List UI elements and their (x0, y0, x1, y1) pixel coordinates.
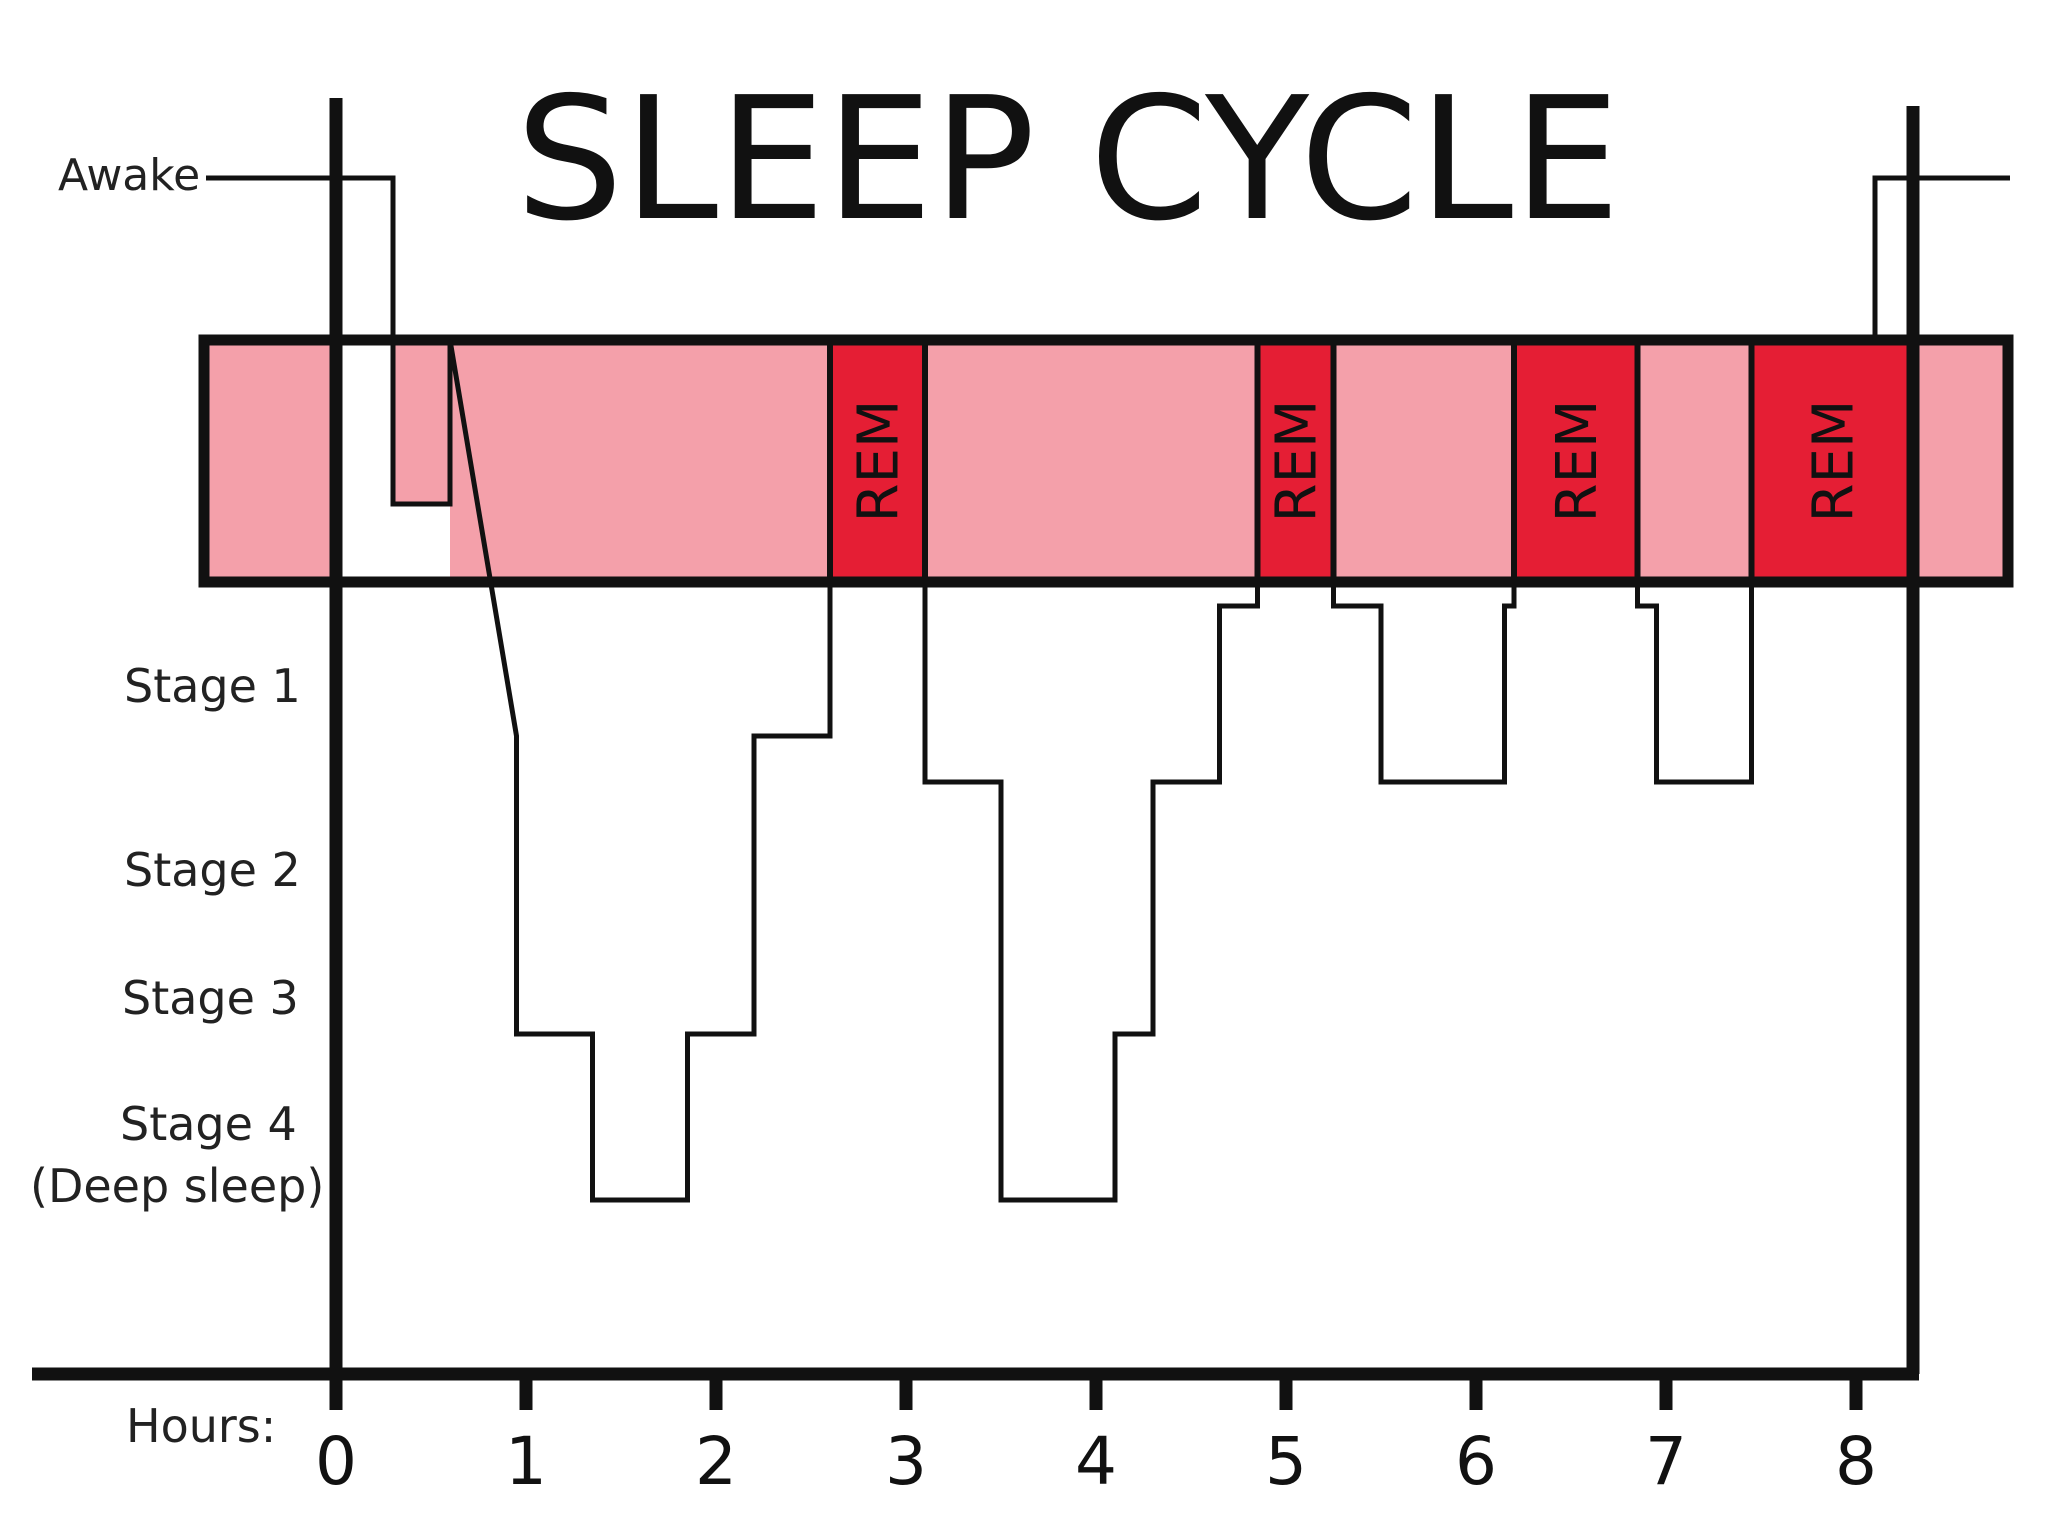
rem-label-2: REM (1265, 400, 1330, 523)
rem-label-4: REM (1801, 400, 1866, 523)
x-tick-label-4: 4 (1075, 1423, 1117, 1500)
chart-title: SLEEP CYCLE (515, 61, 1620, 259)
stage-label-stage-4: Stage 4 (120, 1097, 297, 1151)
nrem-band (204, 340, 2008, 582)
x-tick-label-7: 7 (1645, 1423, 1687, 1500)
x-tick-label-8: 8 (1835, 1423, 1877, 1500)
x-tick-labels: 0 1 2 3 4 5 6 7 8 (315, 1423, 1877, 1500)
x-tick-label-1: 1 (505, 1423, 547, 1500)
x-tick-label-5: 5 (1265, 1423, 1307, 1500)
x-axis-label: Hours: (126, 1399, 276, 1453)
hypnogram-path (206, 178, 2010, 1200)
x-tick-label-0: 0 (315, 1423, 357, 1500)
stage-label-awake: Awake (58, 150, 200, 201)
x-tick-label-3: 3 (885, 1423, 927, 1500)
rem-label-3: REM (1545, 400, 1610, 523)
stage-label-stage-3: Stage 3 (122, 971, 299, 1025)
hypnogram-line (206, 178, 2010, 1200)
stage-label-stage-2: Stage 2 (124, 843, 301, 897)
axes (32, 98, 1919, 1410)
sleep-band (204, 340, 2008, 582)
stage-label-stage-1: Stage 1 (124, 659, 301, 713)
x-tick-label-2: 2 (695, 1423, 737, 1500)
x-tick-label-6: 6 (1455, 1423, 1497, 1500)
stage-label-deep-sleep: (Deep sleep) (30, 1159, 324, 1213)
rem-label-1: REM (847, 400, 912, 523)
